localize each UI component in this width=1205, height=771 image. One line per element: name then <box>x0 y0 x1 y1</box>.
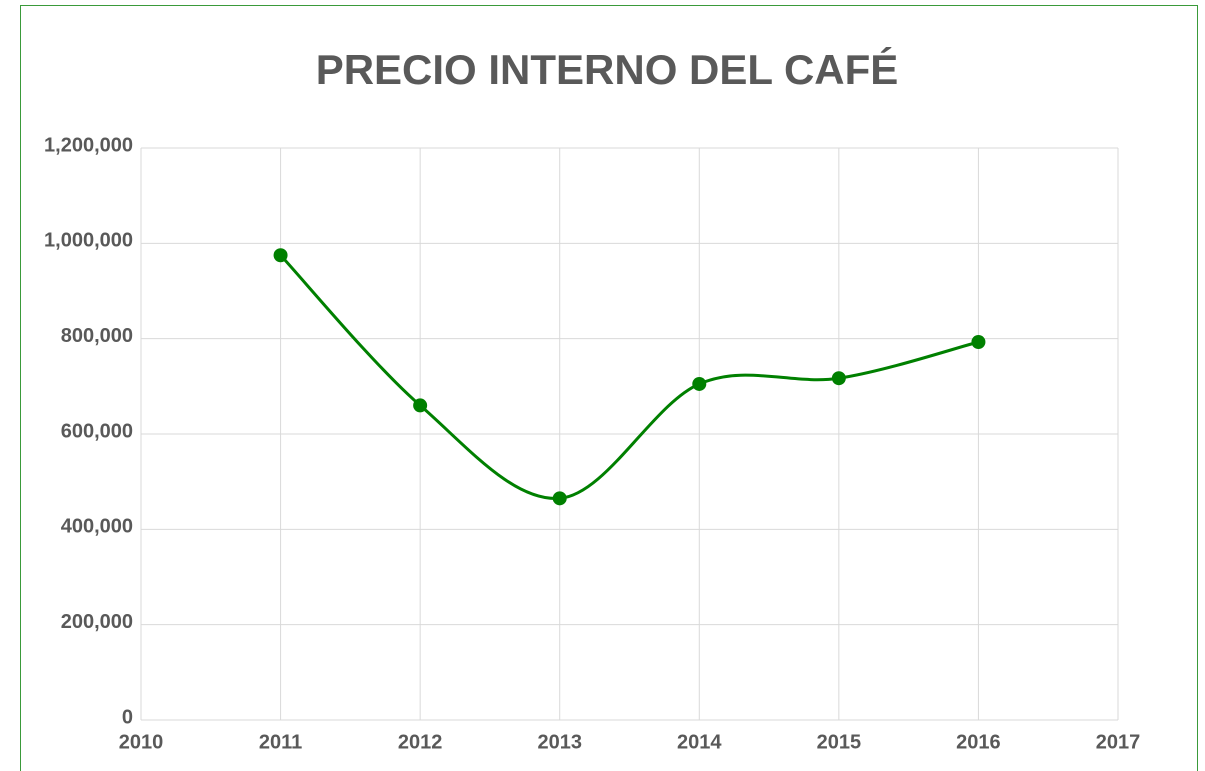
marker <box>552 491 567 506</box>
x-tick-label: 2016 <box>956 731 1001 753</box>
x-tick-label: 2017 <box>1096 731 1141 753</box>
marker <box>273 248 288 263</box>
y-tick-label: 200,000 <box>61 611 133 633</box>
marker <box>413 398 428 413</box>
x-tick-label: 2012 <box>398 731 443 753</box>
x-tick-label: 2010 <box>119 731 164 753</box>
x-tick-label: 2015 <box>817 731 862 753</box>
chart-title: PRECIO INTERNO DEL CAFÉ <box>316 46 899 93</box>
y-tick-label: 0 <box>122 706 133 728</box>
marker <box>971 335 986 350</box>
marker <box>831 371 846 386</box>
y-tick-label: 400,000 <box>61 516 133 538</box>
y-tick-label: 800,000 <box>61 325 133 347</box>
x-tick-label: 2011 <box>259 731 302 753</box>
x-tick-label: 2013 <box>537 731 582 753</box>
marker <box>692 376 707 391</box>
y-tick-label: 1,200,000 <box>44 134 133 156</box>
chart-border <box>20 5 1198 771</box>
y-tick-label: 600,000 <box>61 420 133 442</box>
x-tick-label: 2014 <box>677 731 722 753</box>
y-tick-label: 1,000,000 <box>44 230 133 252</box>
line <box>279 254 979 500</box>
